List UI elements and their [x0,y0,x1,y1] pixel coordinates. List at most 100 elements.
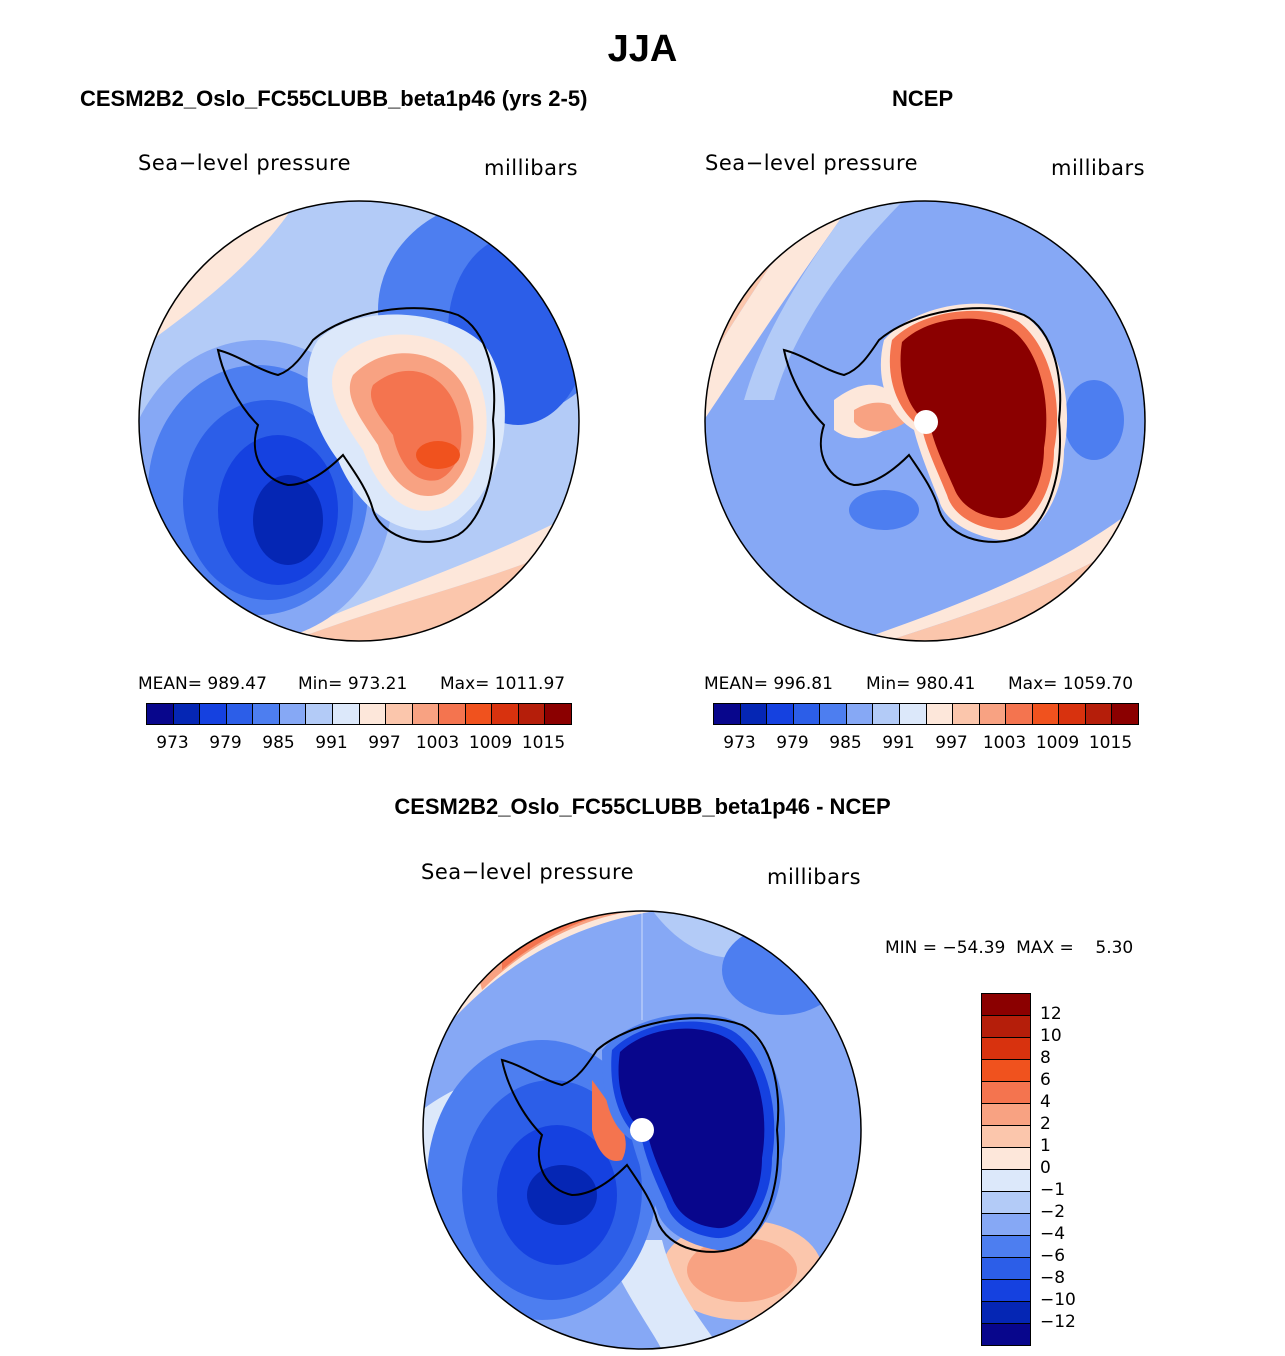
colorbar-swatch [740,704,768,724]
colorbar-tick-label: −12 [1040,1312,1076,1332]
model-stat-mean: MEAN= 989.47 [138,674,267,694]
colorbar-tick-label: 4 [1040,1092,1051,1112]
ncep-high-center [900,318,1047,519]
colorbar-tick-label: 985 [262,733,295,753]
difference-slp-map [422,910,862,1350]
colorbar-tick-label: −1 [1040,1180,1066,1200]
model-units-label: millibars [484,156,579,180]
model-stat-min: Min= 973.21 [298,674,408,694]
ncep-units-label: millibars [1051,156,1146,180]
model-colorbar-ticks: 973 979 985 991 997 1003 1009 1015 [146,733,570,755]
colorbar-swatch [793,704,821,724]
difference-field-label: Sea−level pressure [421,860,635,884]
difference-panel-heading: CESM2B2_Oslo_FC55CLUBB_beta1p46 - NCEP [394,794,891,819]
colorbar-swatch [332,704,360,724]
difference-colorbar-ticks: 12 10 8 6 4 2 1 0 −1 −2 −4 −6 −8 −10 −12 [1040,993,1100,1345]
ncep-stat-min: Min= 980.41 [866,674,976,694]
colorbar-tick-label: 1009 [1035,733,1080,753]
colorbar-tick-label: 985 [829,733,862,753]
colorbar-tick-label: 1015 [1088,733,1133,753]
colorbar-swatch [873,704,900,724]
colorbar-swatch [1059,704,1086,724]
model-coastline [216,307,496,543]
colorbar-swatch [982,1104,1030,1126]
ncep-slp-map [704,200,1146,642]
model-slp-map [138,200,580,642]
colorbar-swatch [982,1082,1030,1104]
colorbar-swatch [1006,704,1033,724]
colorbar-tick-label: 12 [1040,1004,1062,1024]
colorbar-swatch [982,1214,1030,1236]
colorbar-tick-label: 979 [776,733,809,753]
colorbar-swatch [982,1324,1030,1345]
model-colorbar [146,703,572,725]
colorbar-tick-label: 2 [1040,1114,1051,1134]
colorbar-swatch [982,1126,1030,1148]
colorbar-swatch [982,1302,1030,1324]
colorbar-swatch [953,704,980,724]
colorbar-tick-label: 991 [315,733,348,753]
colorbar-swatch [982,1192,1030,1214]
ncep-panel-heading: NCEP [892,86,954,111]
colorbar-tick-label: 8 [1040,1048,1051,1068]
colorbar-swatch [982,1016,1030,1038]
colorbar-tick-label: 991 [882,733,915,753]
colorbar-swatch [982,1038,1030,1060]
colorbar-tick-label: 997 [935,733,968,753]
colorbar-tick-label: 997 [368,733,401,753]
colorbar-swatch [982,1060,1030,1082]
colorbar-swatch [200,704,227,724]
difference-colorbar [981,993,1031,1346]
colorbar-tick-label: −2 [1040,1202,1066,1222]
colorbar-tick-label: 0 [1040,1158,1051,1178]
colorbar-swatch [982,994,1030,1016]
colorbar-tick-label: 979 [209,733,242,753]
colorbar-swatch [846,704,874,724]
colorbar-swatch [982,1170,1030,1192]
model-field-label: Sea−level pressure [138,151,352,175]
colorbar-swatch [306,704,333,724]
colorbar-swatch [714,704,741,724]
colorbar-swatch [982,1280,1030,1302]
colorbar-swatch [982,1258,1030,1280]
colorbar-swatch [173,704,201,724]
colorbar-tick-label: −8 [1040,1268,1066,1288]
model-low-center [253,475,323,565]
colorbar-swatch [1112,704,1138,724]
colorbar-tick-label: 1009 [468,733,513,753]
colorbar-swatch [518,704,546,724]
colorbar-tick-label: 973 [723,733,756,753]
ncep-stat-mean: MEAN= 996.81 [704,674,833,694]
difference-minmax: MIN = −54.39 MAX = 5.30 [885,938,1134,958]
model-panel-heading: CESM2B2_Oslo_FC55CLUBB_beta1p46 (yrs 2-5… [80,86,588,111]
colorbar-tick-label: 1015 [521,733,566,753]
colorbar-swatch [979,704,1007,724]
colorbar-swatch [767,704,794,724]
colorbar-swatch [982,1148,1030,1170]
difference-units-label: millibars [767,865,862,889]
colorbar-swatch [386,704,413,724]
colorbar-swatch [253,704,280,724]
difference-low-center [618,1028,765,1229]
figure-title: JJA [607,28,678,70]
ncep-colorbar [713,703,1139,725]
colorbar-swatch [1032,704,1060,724]
colorbar-swatch [465,704,493,724]
colorbar-swatch [492,704,519,724]
ncep-field-label: Sea−level pressure [705,151,919,175]
colorbar-tick-label: 1003 [415,733,460,753]
colorbar-swatch [1085,704,1113,724]
colorbar-swatch [899,704,927,724]
colorbar-swatch [279,704,307,724]
colorbar-tick-label: 6 [1040,1070,1051,1090]
colorbar-swatch [226,704,254,724]
colorbar-tick-label: 1 [1040,1136,1051,1156]
colorbar-tick-label: −10 [1040,1290,1076,1310]
colorbar-swatch [820,704,847,724]
colorbar-tick-label: −6 [1040,1246,1066,1266]
colorbar-tick-label: 10 [1040,1026,1062,1046]
colorbar-swatch [147,704,174,724]
model-high-center [416,441,460,469]
colorbar-swatch [545,704,571,724]
ncep-pole-marker [914,410,938,434]
